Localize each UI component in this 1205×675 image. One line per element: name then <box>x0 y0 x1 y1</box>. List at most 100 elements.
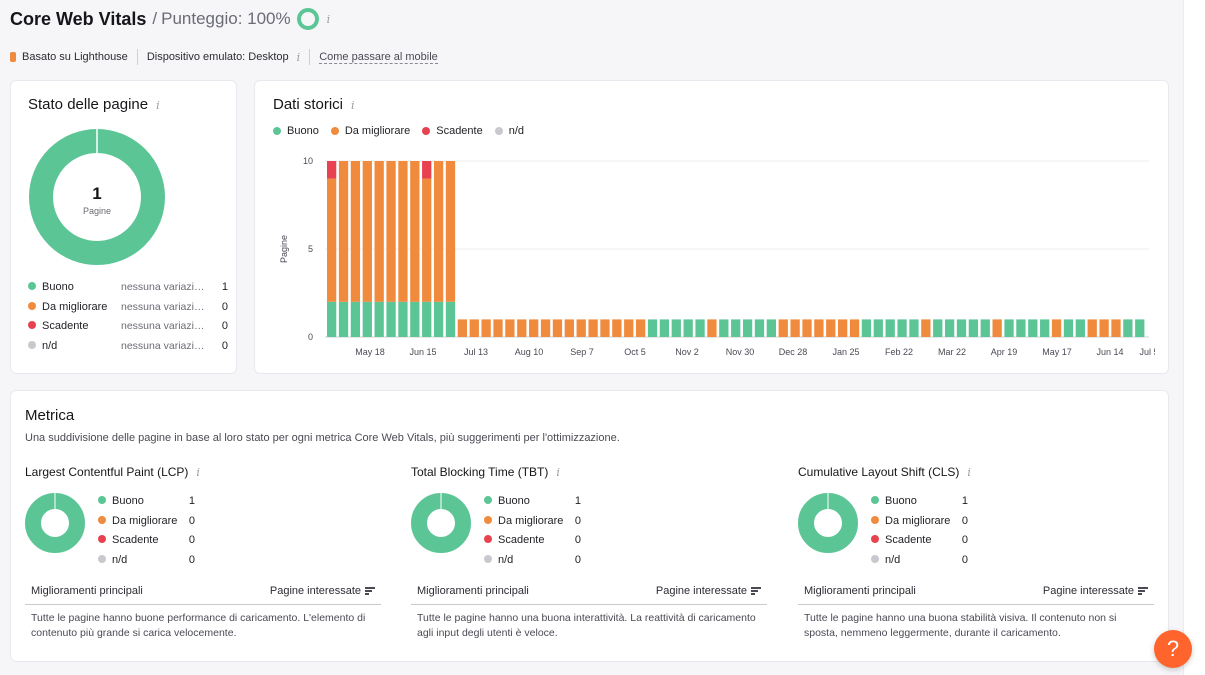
legend-item-good[interactable]: Buono <box>273 125 319 137</box>
col-affected-pages[interactable]: Pagine interessate <box>1043 585 1148 597</box>
bar-da-migliorare <box>600 319 610 337</box>
bar-buono <box>1016 319 1026 337</box>
mobile-link[interactable]: Come passare al mobile <box>319 50 438 64</box>
donut-chart <box>798 493 858 553</box>
col-affected-pages[interactable]: Pagine interessate <box>656 585 761 597</box>
bar-buono <box>1040 319 1050 337</box>
metric-legend-row[interactable]: Buono 1 <box>871 493 971 513</box>
x-tick-label: Mar 22 <box>938 347 966 357</box>
legend-label: Scadente <box>42 320 89 332</box>
sort-icon[interactable] <box>365 586 375 597</box>
history-title: Dati storici i <box>273 96 355 113</box>
bar-buono <box>980 319 990 337</box>
info-icon[interactable]: i <box>351 99 355 112</box>
legend-label: Scadente <box>498 534 545 546</box>
improvements-note: Tutte le pagine hanno buone performance … <box>31 612 366 639</box>
info-icon[interactable]: i <box>296 50 301 64</box>
page-status-card: Stato delle pagine i 1 Pagine Buono nessu… <box>10 80 237 374</box>
metric-legend-row[interactable]: Da migliorare 0 <box>871 513 971 533</box>
donut-chart <box>25 493 85 553</box>
bar-da-migliorare <box>517 319 527 337</box>
info-icon[interactable]: i <box>326 12 331 26</box>
source-label: Basato su Lighthouse <box>22 51 128 63</box>
legend-item-improve[interactable]: Da migliorare <box>330 125 411 137</box>
legend-count: 1 <box>574 495 581 507</box>
x-tick-label: Sep 7 <box>570 347 594 357</box>
metric-legend-row[interactable]: Da migliorare 0 <box>484 513 584 533</box>
scrollbar[interactable] <box>1183 0 1205 675</box>
bar-buono <box>1004 319 1014 337</box>
legend-label: Da migliorare <box>112 514 178 527</box>
metric-title: Total Blocking Time (TBT) i <box>411 465 560 479</box>
bar-da-migliorare <box>327 178 337 302</box>
bar-buono <box>885 319 895 337</box>
bar-buono <box>386 301 396 337</box>
legend-label: Da migliorare <box>344 125 411 137</box>
legend-row-poor[interactable]: Scadente nessuna variazione 0 <box>28 318 228 338</box>
legend-count: 0 <box>188 553 195 566</box>
improve-dot-icon <box>871 515 879 524</box>
metric-legend-row[interactable]: n/d 0 <box>871 552 971 572</box>
metric-legend-row[interactable]: Scadente 0 <box>871 532 971 552</box>
metric-legend-row[interactable]: n/d 0 <box>484 552 584 572</box>
metric-legend-row[interactable]: Scadente 0 <box>98 532 198 552</box>
bar-da-migliorare <box>814 319 824 337</box>
sort-icon[interactable] <box>751 586 761 597</box>
divider <box>309 49 311 65</box>
improvements-table-header: Miglioramenti principali Pagine interessa… <box>411 578 767 605</box>
col-affected-pages[interactable]: Pagine interessate <box>270 585 375 597</box>
bar-da-migliorare <box>433 161 444 302</box>
bar-buono <box>338 301 349 337</box>
improvements-note: Tutte le pagine hanno una buona stabilit… <box>804 612 1117 639</box>
info-icon[interactable]: i <box>156 99 160 112</box>
legend-count: 1 <box>961 495 968 507</box>
bar-buono <box>433 301 444 337</box>
metric-legend-row[interactable]: Da migliorare 0 <box>98 513 198 533</box>
poor-dot-icon <box>871 535 879 543</box>
legend-label: Da migliorare <box>42 300 108 313</box>
bar-da-migliorare <box>338 161 349 302</box>
poor-dot-icon <box>484 535 492 543</box>
na-dot-icon <box>871 554 879 563</box>
bar-buono <box>956 319 967 337</box>
legend-item-na[interactable]: n/d <box>494 125 524 137</box>
legend-row-na[interactable]: n/d nessuna variazione 0 <box>28 338 228 358</box>
legend-count: 0 <box>961 553 968 566</box>
bar-buono <box>1075 319 1085 337</box>
legend-label: Scadente <box>436 125 483 137</box>
metric-legend-row[interactable]: Buono 1 <box>98 493 198 513</box>
page-title: Core Web Vitals <box>10 8 147 29</box>
legend-label: n/d <box>885 553 901 566</box>
legend-row-good[interactable]: Buono nessuna variazione 1 <box>28 279 228 299</box>
help-button[interactable]: ? <box>1154 630 1192 668</box>
legend-label: Scadente <box>112 534 159 546</box>
info-icon[interactable]: i <box>196 466 200 479</box>
legend-label: Scadente <box>885 534 932 546</box>
sort-icon[interactable] <box>1138 586 1148 597</box>
bar-da-migliorare <box>921 319 931 337</box>
x-tick-label: Dec 28 <box>779 347 808 357</box>
info-icon[interactable]: i <box>556 466 560 479</box>
x-tick-label: Oct 5 <box>624 347 646 357</box>
x-tick-label: Feb 22 <box>885 347 913 357</box>
legend-row-improve[interactable]: Da migliorare nessuna variazione 0 <box>28 299 228 319</box>
page-header: Core Web Vitals / Punteggio: 100% i <box>10 8 330 30</box>
metric-title: Cumulative Layout Shift (CLS) i <box>798 465 971 479</box>
na-dot-icon <box>28 340 36 349</box>
na-dot-icon <box>494 127 503 135</box>
bar-da-migliorare <box>564 319 574 337</box>
bar-da-migliorare <box>422 178 432 302</box>
metric-legend-row[interactable]: Scadente 0 <box>484 532 584 552</box>
legend-label: Buono <box>112 495 144 507</box>
y-tick-label: 10 <box>303 156 313 166</box>
metric-legend-row[interactable]: Buono 1 <box>484 493 584 513</box>
info-icon[interactable]: i <box>967 466 971 479</box>
legend-label: Da migliorare <box>498 514 564 527</box>
legend-item-poor[interactable]: Scadente <box>422 125 483 137</box>
divider <box>136 49 138 65</box>
metric-cls: Cumulative Layout Shift (CLS) i Buono 1 Da m… <box>798 465 1154 639</box>
bar-buono <box>754 319 765 337</box>
bar-buono <box>410 301 420 337</box>
metric-legend-row[interactable]: n/d 0 <box>98 552 198 572</box>
bar-buono <box>742 319 753 337</box>
